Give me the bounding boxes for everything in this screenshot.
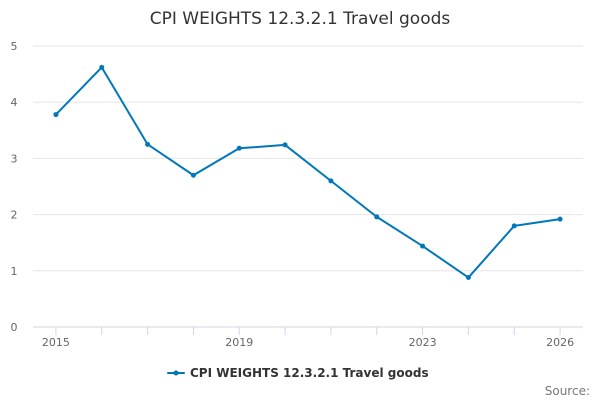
- chart-title: CPI WEIGHTS 12.3.2.1 Travel goods: [150, 9, 451, 29]
- data-point[interactable]: [374, 214, 380, 220]
- legend-symbol-marker: [173, 370, 179, 376]
- data-point[interactable]: [282, 142, 288, 148]
- data-point[interactable]: [236, 145, 242, 151]
- data-point[interactable]: [511, 223, 517, 229]
- x-tick-label: 2019: [225, 336, 253, 349]
- grid: [33, 45, 583, 272]
- series-line[interactable]: [54, 66, 562, 279]
- y-tick-label: 0: [11, 321, 18, 334]
- legend-label: CPI WEIGHTS 12.3.2.1 Travel goods: [190, 366, 429, 380]
- legend[interactable]: CPI WEIGHTS 12.3.2.1 Travel goods: [167, 366, 429, 380]
- y-tick-label: 2: [11, 209, 18, 222]
- y-tick-label: 3: [11, 152, 18, 165]
- y-tick-label: 5: [11, 40, 18, 53]
- y-axis: 0 1 2 3 4 5: [11, 40, 18, 334]
- data-point[interactable]: [328, 178, 334, 184]
- x-axis: 2015 2019 2023 2026: [33, 326, 583, 349]
- data-point[interactable]: [190, 172, 196, 178]
- series-group: [53, 64, 563, 281]
- x-tick-label: 2015: [42, 336, 70, 349]
- data-point[interactable]: [53, 112, 59, 118]
- x-tick-label: 2026: [546, 336, 574, 349]
- credits[interactable]: Source:: [545, 384, 590, 398]
- y-tick-label: 4: [11, 96, 18, 109]
- data-point[interactable]: [145, 141, 151, 147]
- data-point[interactable]: [420, 243, 426, 249]
- data-point[interactable]: [465, 275, 471, 281]
- data-point[interactable]: [557, 216, 563, 222]
- y-tick-label: 1: [11, 265, 18, 278]
- data-point[interactable]: [99, 64, 105, 70]
- x-tick-label: 2023: [409, 336, 437, 349]
